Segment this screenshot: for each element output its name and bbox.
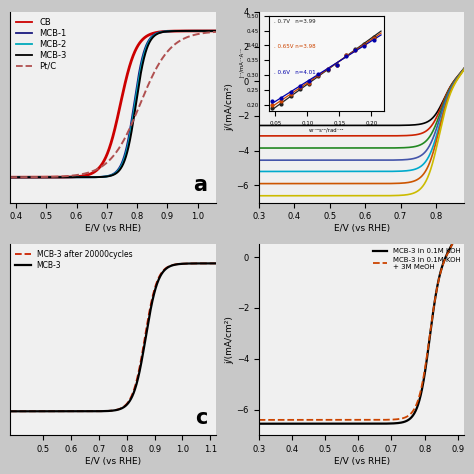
X-axis label: E/V (vs RHE): E/V (vs RHE) [334,224,390,233]
Legend: MCB-3 in 0.1M KOH, MCB-3 in 0.1M KOH
+ 3M MeOH: MCB-3 in 0.1M KOH, MCB-3 in 0.1M KOH + 3… [370,246,463,273]
Legend: CB, MCB-1, MCB-2, MCB-3, Pt/C: CB, MCB-1, MCB-2, MCB-3, Pt/C [12,14,70,74]
X-axis label: E/V (vs RHE): E/V (vs RHE) [85,456,141,465]
Y-axis label: j/(mA/cm²): j/(mA/cm²) [225,316,234,364]
Y-axis label: j/(mA/cm²): j/(mA/cm²) [225,83,234,131]
Text: c: c [195,408,208,428]
X-axis label: E/V (vs RHE): E/V (vs RHE) [334,456,390,465]
Text: a: a [193,175,208,195]
Legend: MCB-3 after 20000cycles, MCB-3: MCB-3 after 20000cycles, MCB-3 [12,246,136,273]
X-axis label: E/V (vs RHE): E/V (vs RHE) [85,224,141,233]
